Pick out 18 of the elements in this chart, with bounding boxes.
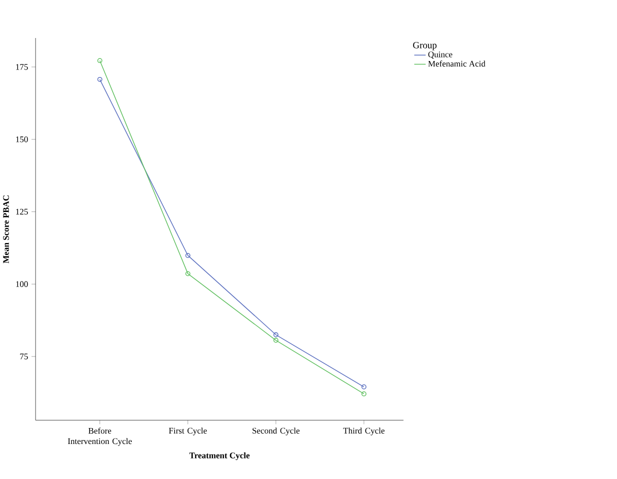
point bbox=[273, 332, 278, 338]
y-tick-label: 125 bbox=[16, 208, 28, 215]
point bbox=[273, 338, 278, 343]
x-tick-label: Third Cycle bbox=[343, 428, 384, 436]
y-axis-title: Mean Score PBAC bbox=[3, 195, 9, 264]
legend-title: Group bbox=[413, 42, 437, 50]
x-tick-label: Before Intervention Cycle bbox=[68, 428, 132, 446]
legend-label: Quince bbox=[428, 52, 452, 59]
y-tick-label: 100 bbox=[16, 281, 28, 287]
x-tick-label: First Cycle bbox=[168, 428, 207, 436]
y-tick-label: 75 bbox=[20, 354, 28, 360]
x-axis-title: Treatment Cycle bbox=[189, 452, 250, 460]
y-tick-label: 175 bbox=[16, 64, 28, 70]
point bbox=[185, 252, 190, 258]
x-tick-label: Second Cycle bbox=[252, 428, 300, 436]
legend-label: Mefenamic Acid bbox=[428, 60, 486, 67]
y-tick-label: 150 bbox=[16, 136, 28, 142]
point bbox=[185, 271, 190, 276]
